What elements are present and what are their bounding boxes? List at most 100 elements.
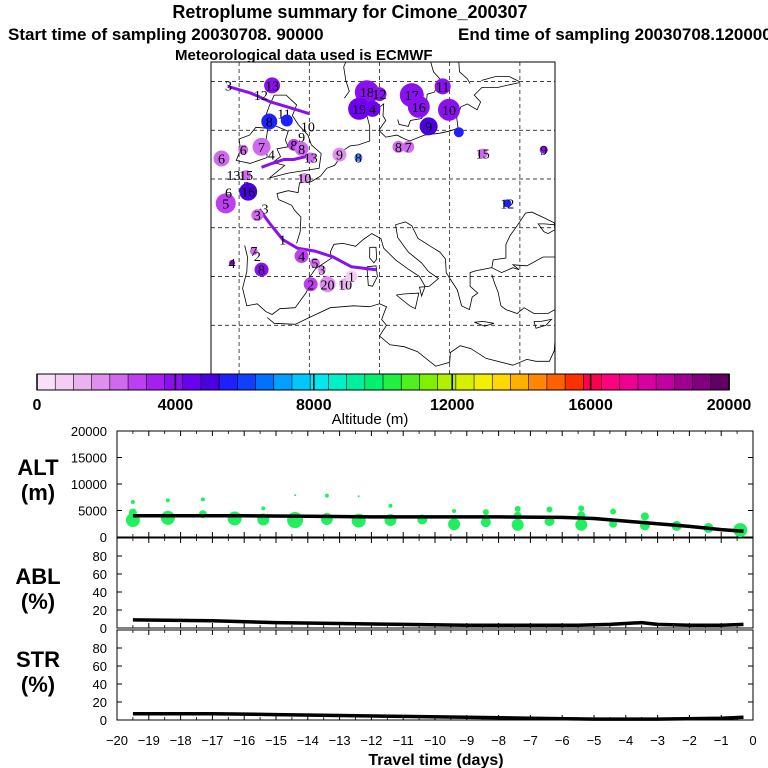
- trajectory-line: [227, 84, 310, 116]
- plume-marker: [251, 209, 264, 222]
- plume-marker: [294, 249, 309, 264]
- plume-label: 4: [268, 149, 275, 164]
- coastline-path: [533, 318, 553, 329]
- plume-label: 4: [229, 257, 236, 272]
- coastline-path: [491, 256, 555, 274]
- plume-marker: [503, 199, 512, 208]
- coastline-path: [396, 292, 420, 310]
- coastline-path: [491, 274, 555, 314]
- plume-label: 1: [348, 271, 355, 286]
- coastline-path: [235, 126, 269, 164]
- plume-marker: [437, 98, 460, 121]
- plume-marker: [294, 141, 309, 156]
- plume-label: 8: [258, 264, 265, 279]
- plume-label: 2: [254, 250, 261, 265]
- plume-marker: [264, 77, 281, 94]
- plume-label: 10: [297, 172, 311, 187]
- plume-marker: [392, 140, 405, 153]
- chart-title: Retroplume summary for Cimone_200307: [172, 2, 528, 22]
- plume-label: 13: [265, 79, 279, 94]
- plume-label: 8: [395, 141, 402, 156]
- plume-marker: [407, 95, 430, 118]
- plume-label: 7: [250, 245, 257, 260]
- plume-label: 15: [239, 169, 253, 184]
- plume-marker: [364, 100, 381, 117]
- plume-marker: [305, 152, 316, 163]
- plume-label: 12: [372, 88, 386, 103]
- map-frame: [210, 61, 556, 375]
- plume-label: 9: [336, 149, 343, 164]
- coastline-path: [265, 94, 322, 179]
- coastline-path: [366, 265, 378, 287]
- plume-label: 8: [298, 143, 305, 158]
- plume-label: 3: [318, 264, 325, 279]
- plume-marker: [317, 265, 326, 274]
- plume-marker: [213, 150, 230, 167]
- plume-label: 8: [266, 115, 273, 130]
- plume-marker: [303, 277, 318, 292]
- plume-marker: [261, 113, 278, 130]
- coastline-path: [369, 246, 378, 264]
- met-data-label: Meteorological data used is ECMWF: [175, 47, 433, 64]
- plume-label: 6: [218, 153, 225, 168]
- coastline-path: [458, 62, 471, 84]
- plume-label: 2: [307, 278, 314, 293]
- plume-label: 1: [279, 233, 286, 248]
- trajectory-line: [258, 208, 377, 272]
- plume-marker: [299, 173, 310, 184]
- plume-label: 13: [304, 152, 318, 167]
- plume-label: 5: [311, 257, 318, 272]
- plume-label: 5: [222, 197, 229, 212]
- coastline-path: [343, 62, 350, 99]
- plume-marker: [539, 145, 548, 154]
- plume-label: 9: [425, 120, 432, 135]
- plume-marker: [348, 97, 371, 120]
- plume-label: 7: [258, 141, 265, 156]
- plume-marker: [345, 270, 358, 283]
- plume-marker: [280, 114, 293, 127]
- plume-label: 9: [298, 131, 305, 146]
- plume-marker: [238, 144, 249, 155]
- plume-marker: [215, 193, 236, 214]
- plume-label: 16: [241, 186, 255, 201]
- plume-label: 7: [405, 141, 412, 156]
- plume-label: 8: [355, 152, 362, 167]
- plume-label: 3: [254, 209, 261, 224]
- plume-label: 12: [254, 89, 268, 104]
- plume-marker: [319, 276, 336, 293]
- plume-label: 16: [412, 101, 426, 116]
- plume-marker: [453, 127, 464, 138]
- plume-label: 10: [301, 120, 315, 135]
- plume-marker: [477, 148, 488, 159]
- plume-label: 4: [369, 103, 376, 118]
- plume-label: 13: [226, 169, 240, 184]
- plume-label: 3: [262, 202, 269, 217]
- plume-marker: [229, 259, 236, 266]
- plume-label: 18: [360, 86, 374, 101]
- plume-label: 9: [540, 144, 547, 159]
- plume-label: 12: [500, 197, 514, 212]
- plume-marker: [372, 87, 387, 102]
- plume-label: 11: [436, 80, 449, 95]
- plume-label: 10: [442, 104, 456, 119]
- plume-marker: [252, 137, 271, 156]
- plume-marker: [354, 153, 363, 162]
- plume-label: 6: [225, 187, 232, 202]
- plume-label: 20: [321, 278, 335, 293]
- coastline-path: [481, 76, 520, 82]
- start-time-label: Start time of sampling 20030708. 90000: [8, 25, 324, 44]
- plume-marker: [254, 262, 269, 277]
- plume-label: 19: [352, 103, 366, 118]
- plume-marker: [332, 147, 347, 162]
- plume-label: 6: [240, 144, 247, 159]
- plume-label: 10: [338, 278, 352, 293]
- plume-label: 15: [476, 148, 490, 163]
- plume-marker: [419, 117, 438, 136]
- plume-marker: [402, 140, 415, 153]
- end-time-label: End time of sampling 20030708.120000: [458, 25, 768, 44]
- coastline-path: [266, 303, 555, 367]
- plume-marker: [309, 257, 320, 268]
- coastline-path: [474, 320, 495, 327]
